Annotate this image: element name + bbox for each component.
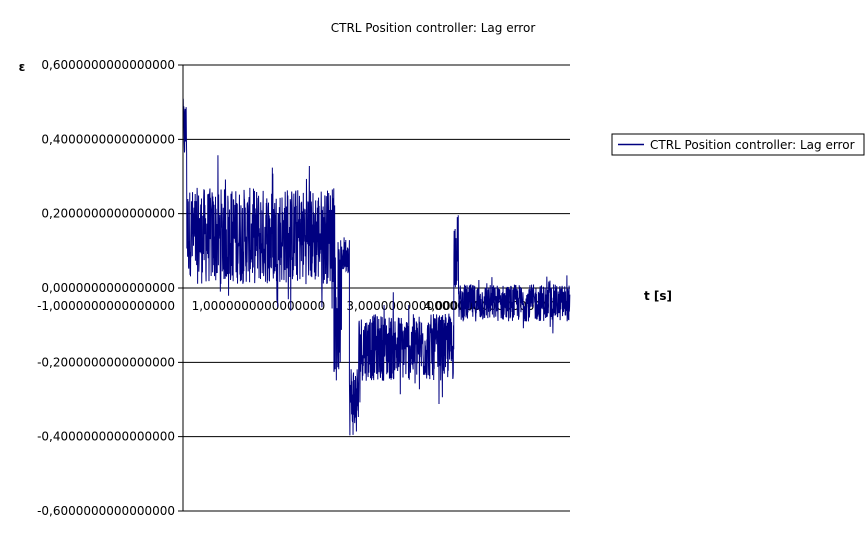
series-line-lag-error [182,98,571,436]
y-tick-label: 0,4000000000000000 [41,132,175,146]
y-axis-title: ε [19,60,26,74]
legend-box [611,133,865,156]
y-tick-labels: 0,6000000000000000 0,4000000000000000 0,20… [37,58,175,518]
y-tick-label: -0,2000000000000000 [37,355,175,369]
y-tick-label: 0,0000000000000000 [41,281,175,295]
y-tick-label: -0,6000000000000000 [37,504,175,518]
chart-title: CTRL Position controller: Lag error [331,21,536,35]
y-tick-label: 0,6000000000000000 [41,58,175,72]
y-tick-label: -0,4000000000000000 [37,430,175,444]
legend: CTRL Position controller: Lag error [611,133,865,156]
x-tick-label: 1,0000000000000000 [192,299,326,313]
x-tick-label: 3,0000000000000000 [346,299,480,313]
x-tick-label: -1,0000000000000000 [37,299,175,313]
x-axis-title: t [s] [644,289,672,303]
y-tick-label: 0,2000000000000000 [41,207,175,221]
legend-label: CTRL Position controller: Lag error [650,138,855,152]
